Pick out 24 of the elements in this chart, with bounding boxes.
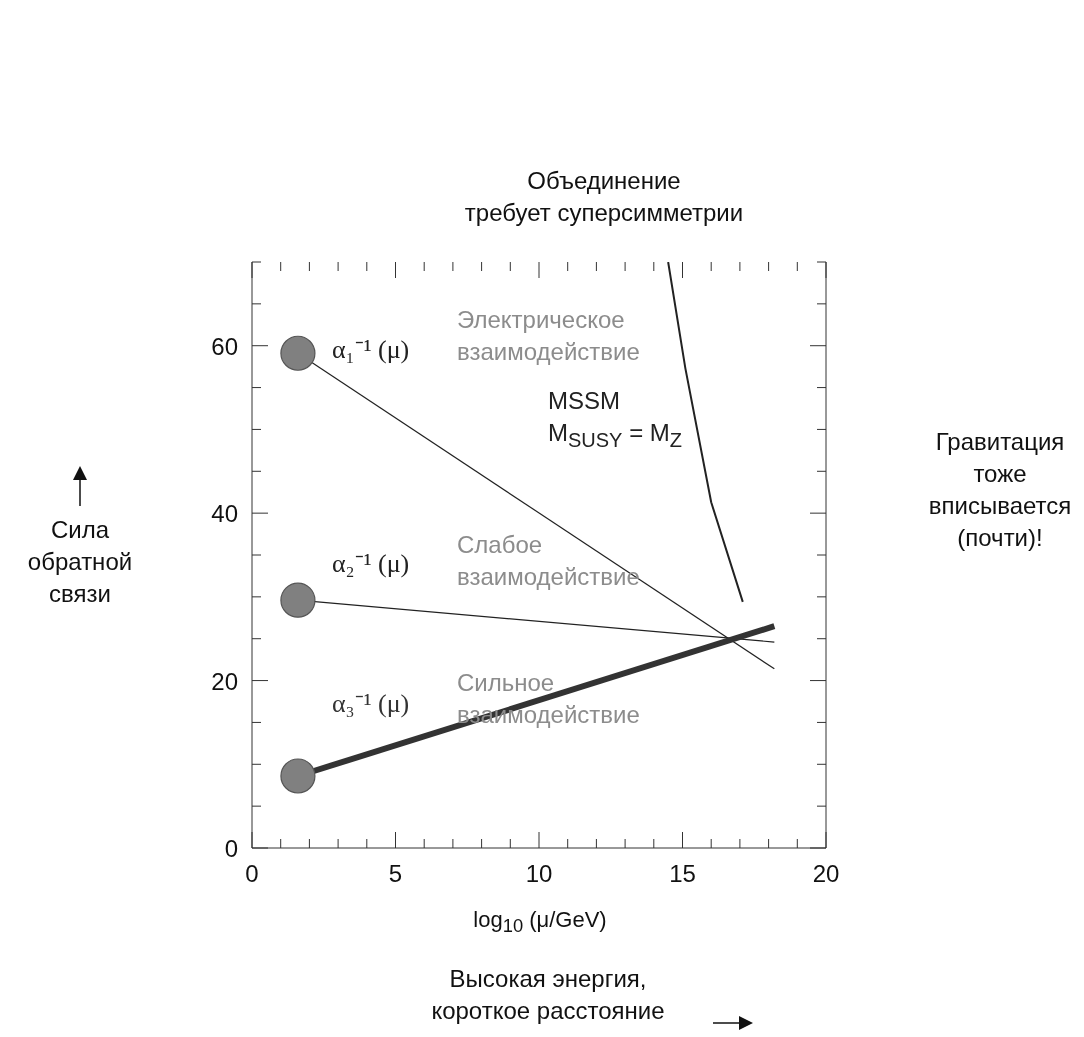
x-tick-label: 10 [525,860,553,887]
x-tick-label: 0 [245,860,259,887]
text: Гравитация тоже вписывается (почти)! [928,427,1072,553]
x-axis-title: log$_{10}$ (μ/GeV) [473,906,607,939]
series-label: MSSM M$_{SUSY}$ = M$_{Z}$ [548,386,683,453]
point [280,582,316,618]
y-tick-label: 60 [211,332,238,360]
x-tick-label: 5 [388,860,403,887]
series-label: α₂⁻¹ (μ) [332,548,410,580]
text: Объединение требует суперсимметрии [464,166,744,228]
y-tick-label: 20 [211,667,238,695]
x-tick-label: 15 [669,860,696,887]
annotation: Электрическое взаимодействие [457,305,640,367]
line-series [667,262,744,603]
x-tick-label: 20 [812,860,840,887]
y-axis-title: Сила обратной связи [27,515,133,609]
annotation: Слабое взаимодействие [457,530,640,592]
text: Высокая энергия, короткое расстояние [431,964,665,1026]
point [280,758,316,794]
point [280,335,316,371]
y-tick-label: 40 [211,500,238,528]
y-tick-label: 0 [224,835,238,862]
series-label: α₃⁻¹ (μ) [332,688,410,720]
series-label: α₁⁻¹ (μ) [332,334,410,366]
